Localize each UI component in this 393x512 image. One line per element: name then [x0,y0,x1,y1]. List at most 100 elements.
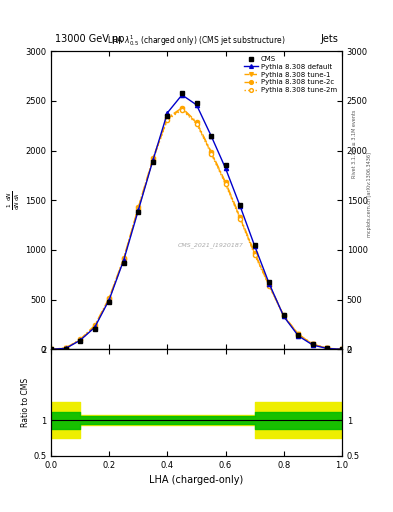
Pythia 8.308 default [92,324,97,330]
Pythia 8.308 tune-1 [281,313,286,319]
Pythia 8.308 tune-2c [325,345,330,351]
Pythia 8.308 tune-1 [49,346,53,352]
Pythia 8.308 tune-2m [238,216,242,222]
Pythia 8.308 tune-2c [151,156,155,162]
CMS [121,260,126,266]
Pythia 8.308 tune-1 [238,215,242,221]
Pythia 8.308 tune-2c [340,346,344,352]
Pythia 8.308 tune-2m [209,151,213,157]
Pythia 8.308 tune-2m [223,181,228,187]
Pythia 8.308 tune-2m [325,345,330,351]
Text: 13000 GeV pp: 13000 GeV pp [55,33,125,44]
Pythia 8.308 tune-1 [107,295,112,302]
Pythia 8.308 tune-1 [78,337,83,343]
Pythia 8.308 tune-2c [92,323,97,329]
Pythia 8.308 tune-2m [267,283,272,289]
Pythia 8.308 tune-1 [223,180,228,186]
Pythia 8.308 tune-2m [107,296,112,302]
CMS [281,312,286,318]
CMS [325,346,330,352]
CMS [63,346,68,352]
CMS [310,342,315,348]
Pythia 8.308 default [194,102,199,108]
Pythia 8.308 tune-2c [238,214,242,220]
Pythia 8.308 tune-2c [49,346,53,352]
Text: CMS_2021_I1920187: CMS_2021_I1920187 [178,242,244,248]
CMS [107,298,112,305]
CMS [223,162,228,168]
Pythia 8.308 tune-1 [194,120,199,126]
Pythia 8.308 tune-1 [296,331,301,337]
Pythia 8.308 tune-2c [165,115,170,121]
CMS [252,242,257,248]
X-axis label: LHA (charged-only): LHA (charged-only) [149,475,244,485]
CMS [180,90,184,96]
Pythia 8.308 tune-1 [121,256,126,262]
Pythia 8.308 tune-1 [165,116,170,122]
Pythia 8.308 tune-2c [267,282,272,288]
Line: Pythia 8.308 tune-2c: Pythia 8.308 tune-2c [49,106,344,351]
CMS [340,346,344,352]
Y-axis label: Ratio to CMS: Ratio to CMS [21,378,30,427]
Pythia 8.308 tune-2m [296,331,301,337]
Pythia 8.308 tune-2m [136,206,141,212]
Pythia 8.308 default [63,346,68,352]
Pythia 8.308 default [238,203,242,209]
Pythia 8.308 tune-2c [310,341,315,347]
Pythia 8.308 tune-2m [78,337,83,343]
Pythia 8.308 default [107,296,112,303]
Pythia 8.308 default [325,346,330,352]
Pythia 8.308 default [223,165,228,172]
Pythia 8.308 default [267,281,272,287]
CMS [209,133,213,139]
CMS [136,209,141,215]
Pythia 8.308 default [310,342,315,348]
Pythia 8.308 tune-1 [252,251,257,257]
Pythia 8.308 tune-2c [78,336,83,343]
Pythia 8.308 tune-1 [92,323,97,329]
Pythia 8.308 default [252,243,257,249]
Pythia 8.308 tune-2c [121,255,126,261]
Pythia 8.308 tune-1 [267,283,272,289]
Pythia 8.308 tune-2c [223,179,228,185]
Pythia 8.308 tune-2c [136,204,141,210]
Pythia 8.308 tune-2c [194,119,199,125]
CMS [49,346,53,352]
Pythia 8.308 tune-2m [92,324,97,330]
Pythia 8.308 tune-2m [165,117,170,123]
Text: LHA $\lambda^{1}_{0.5}$ (charged only) (CMS jet substructure): LHA $\lambda^{1}_{0.5}$ (charged only) (… [107,33,286,48]
Pythia 8.308 tune-2m [310,342,315,348]
CMS [78,338,83,345]
Text: mcplots.cern.ch [arXiv:1306.3436]: mcplots.cern.ch [arXiv:1306.3436] [367,152,373,237]
Pythia 8.308 tune-1 [180,106,184,112]
Pythia 8.308 default [136,207,141,213]
Line: CMS: CMS [49,91,344,352]
Pythia 8.308 tune-2m [49,346,53,352]
Line: Pythia 8.308 default: Pythia 8.308 default [49,93,344,351]
Pythia 8.308 tune-1 [151,156,155,162]
Pythia 8.308 tune-2c [296,331,301,337]
Pythia 8.308 tune-2m [121,257,126,263]
Text: Rivet 3.1.10; ≥ 3.1M events: Rivet 3.1.10; ≥ 3.1M events [352,109,357,178]
Pythia 8.308 tune-2c [209,148,213,155]
Pythia 8.308 tune-2m [340,346,344,352]
Pythia 8.308 default [281,313,286,319]
Pythia 8.308 tune-2m [180,106,184,113]
Pythia 8.308 tune-1 [136,205,141,211]
Pythia 8.308 default [151,157,155,163]
Pythia 8.308 default [209,133,213,139]
Pythia 8.308 default [180,92,184,98]
Line: Pythia 8.308 tune-1: Pythia 8.308 tune-1 [49,106,344,351]
CMS [165,113,170,119]
CMS [296,332,301,338]
Legend: CMS, Pythia 8.308 default, Pythia 8.308 tune-1, Pythia 8.308 tune-2c, Pythia 8.3: CMS, Pythia 8.308 default, Pythia 8.308 … [243,55,338,94]
Pythia 8.308 default [121,257,126,263]
CMS [267,279,272,285]
Line: Pythia 8.308 tune-2m: Pythia 8.308 tune-2m [49,108,344,351]
Pythia 8.308 default [296,333,301,339]
CMS [151,159,155,165]
Pythia 8.308 default [340,346,344,352]
Pythia 8.308 tune-2m [194,121,199,127]
Pythia 8.308 tune-2c [107,294,112,301]
Pythia 8.308 default [165,110,170,116]
